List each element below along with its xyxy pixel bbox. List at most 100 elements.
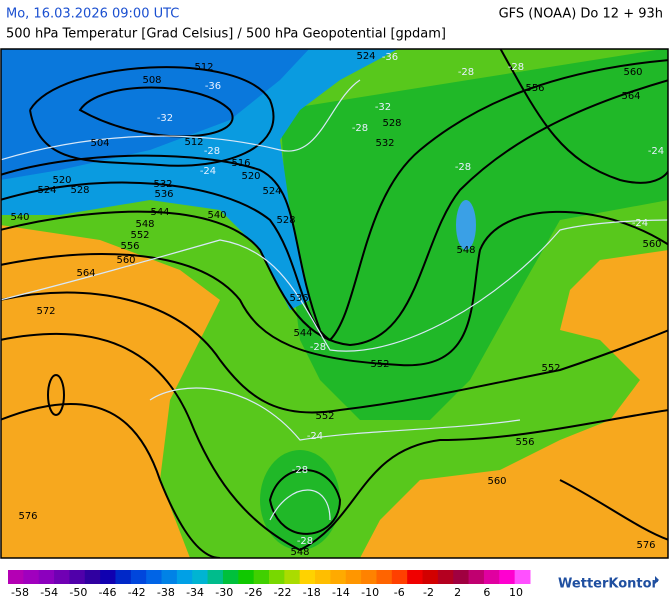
contour-label: 548 <box>456 245 475 256</box>
temperature-label: -36 <box>205 81 221 92</box>
legend-label: -14 <box>332 586 350 599</box>
logo: WetterKontor <box>558 577 659 592</box>
legend-swatch <box>514 570 531 584</box>
contour-label: 540 <box>10 212 29 223</box>
model-run: GFS (NOAA) Do 12 + 93h <box>499 7 663 22</box>
contour-label: 556 <box>515 437 534 448</box>
contour-label: 560 <box>116 255 135 266</box>
legend-swatch <box>345 570 362 584</box>
legend-swatch <box>315 570 331 584</box>
contour-label: 552 <box>130 230 149 241</box>
legend-swatch <box>299 570 316 584</box>
legend-label: 2 <box>454 586 461 599</box>
legend-swatch <box>69 570 86 584</box>
legend-swatch <box>176 570 193 584</box>
legend-swatch <box>238 570 255 584</box>
legend-label: -2 <box>423 586 434 599</box>
logo-icon <box>655 576 659 584</box>
temperature-label: -28 <box>297 536 313 547</box>
legend-label: -54 <box>40 586 58 599</box>
contour-label: 532 <box>153 179 172 190</box>
subtitle: 500 hPa Temperatur [Grad Celsius] / 500 … <box>6 27 446 42</box>
legend-label: -30 <box>215 586 233 599</box>
legend-swatch <box>468 570 485 584</box>
legend-swatch <box>23 570 40 584</box>
legend-swatch <box>269 570 285 584</box>
contour-label: 528 <box>276 215 295 226</box>
legend-swatch <box>115 570 132 584</box>
legend-swatch <box>207 570 224 584</box>
contour-label: 536 <box>289 293 308 304</box>
legend-label: -42 <box>128 586 146 599</box>
legend-swatch <box>361 570 377 584</box>
contour-label: 548 <box>290 547 309 558</box>
contour-label: 572 <box>36 306 55 317</box>
temperature-label: -24 <box>307 431 323 442</box>
temperature-label: -32 <box>375 102 391 113</box>
legend-swatch <box>376 570 393 584</box>
contour-label: 544 <box>150 207 169 218</box>
legend-swatch <box>54 570 70 584</box>
legend-label: 6 <box>483 586 490 599</box>
temperature-label: -28 <box>204 146 220 157</box>
contour-label: 564 <box>76 268 95 279</box>
cold-pool <box>456 200 476 250</box>
legend-swatch <box>453 570 470 584</box>
contour-label: 552 <box>541 363 560 374</box>
contour-label: 576 <box>18 511 37 522</box>
legend-swatch <box>499 570 516 584</box>
temperature-label: -24 <box>632 218 648 229</box>
legend-label: -38 <box>157 586 175 599</box>
legend-swatch <box>192 570 209 584</box>
contour-label: 528 <box>70 185 89 196</box>
legend-label: -50 <box>69 586 87 599</box>
contour-label: 560 <box>642 239 661 250</box>
legend-swatch <box>437 570 454 584</box>
legend-swatch <box>422 570 439 584</box>
legend-label: -34 <box>186 586 204 599</box>
core-cold-area <box>1 49 310 180</box>
temperature-label: -28 <box>352 123 368 134</box>
contour-label: 576 <box>636 540 655 551</box>
contour-label: 524 <box>356 51 375 62</box>
legend-swatch <box>284 570 301 584</box>
contour-label: 548 <box>135 219 154 230</box>
legend-label: 10 <box>509 586 523 599</box>
temperature-label: -28 <box>310 342 326 353</box>
legend-swatch <box>222 570 239 584</box>
contour-label: 560 <box>623 67 642 78</box>
cold-pool <box>260 450 340 550</box>
map-border <box>0 48 669 559</box>
contour-label: 504 <box>90 138 109 149</box>
legend-label: -58 <box>11 586 29 599</box>
contour-label: 520 <box>241 171 260 182</box>
contour-label: 556 <box>120 241 139 252</box>
legend-label: -26 <box>244 586 262 599</box>
temperature-label: -28 <box>458 67 474 78</box>
legend-label: -18 <box>303 586 321 599</box>
contour-label: 560 <box>487 476 506 487</box>
contour-label: 536 <box>154 189 173 200</box>
legend-label: -46 <box>99 586 117 599</box>
temperature-label: -28 <box>455 162 471 173</box>
legend-swatch <box>8 570 24 584</box>
contour-label: 540 <box>207 210 226 221</box>
legend-swatch <box>100 570 116 584</box>
color-legend: -58 -54 -50 -46 -42 -38 -34 -30 -26 -22 -18 -14 -10-… <box>8 570 531 599</box>
legend-swatch <box>161 570 178 584</box>
contour-label: 520 <box>52 175 71 186</box>
temperature-label: -24 <box>200 166 216 177</box>
legend-swatch <box>130 570 147 584</box>
contour-label: 508 <box>142 75 161 86</box>
legend-swatch <box>391 570 408 584</box>
contour-label: 512 <box>184 137 203 148</box>
temperature-contours <box>1 79 668 521</box>
temperature-label: -32 <box>157 113 173 124</box>
contour-label: 528 <box>382 118 401 129</box>
legend-swatch <box>146 570 163 584</box>
legend-swatch <box>84 570 101 584</box>
legend-swatch <box>38 570 55 584</box>
contour-label: 524 <box>37 185 56 196</box>
